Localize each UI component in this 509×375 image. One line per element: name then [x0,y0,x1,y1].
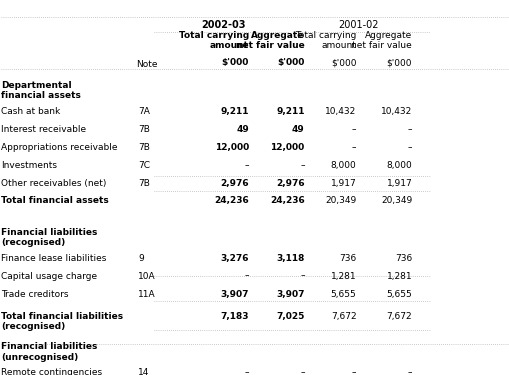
Text: 8,000: 8,000 [386,160,411,170]
Text: Financial liabilities
(recognised): Financial liabilities (recognised) [2,228,98,247]
Text: 9,211: 9,211 [276,107,304,116]
Text: 1,917: 1,917 [386,178,411,188]
Text: 20,349: 20,349 [325,196,356,206]
Text: 3,907: 3,907 [276,290,304,298]
Text: 3,118: 3,118 [276,254,304,263]
Text: Cash at bank: Cash at bank [2,107,61,116]
Text: 3,276: 3,276 [220,254,248,263]
Text: 24,236: 24,236 [269,196,304,206]
Text: –: – [300,368,304,375]
Text: 14: 14 [138,368,150,375]
Text: 3,907: 3,907 [220,290,248,298]
Text: Finance lease liabilities: Finance lease liabilities [2,254,106,263]
Text: 2,976: 2,976 [220,178,248,188]
Text: Aggregate
net fair value: Aggregate net fair value [236,31,304,50]
Text: 7,183: 7,183 [220,312,248,321]
Text: 1,281: 1,281 [330,272,356,280]
Text: $'000: $'000 [386,58,411,67]
Text: 7B: 7B [138,125,150,134]
Text: 8,000: 8,000 [330,160,356,170]
Text: 7,672: 7,672 [386,312,411,321]
Text: 12,000: 12,000 [270,143,304,152]
Text: Total financial liabilities
(recognised): Total financial liabilities (recognised) [2,312,123,331]
Text: 9,211: 9,211 [220,107,248,116]
Text: $'000: $'000 [330,58,356,67]
Text: 11A: 11A [138,290,156,298]
Text: –: – [300,160,304,170]
Text: 1,281: 1,281 [386,272,411,280]
Text: –: – [351,143,356,152]
Text: Departmental
financial assets: Departmental financial assets [2,81,81,100]
Text: Total carrying
amount: Total carrying amount [295,31,356,50]
Text: 49: 49 [291,125,304,134]
Text: 10,432: 10,432 [325,107,356,116]
Text: Remote contingencies: Remote contingencies [2,368,102,375]
Text: 12,000: 12,000 [214,143,248,152]
Text: 736: 736 [394,254,411,263]
Text: –: – [351,125,356,134]
Text: 1,917: 1,917 [330,178,356,188]
Text: 2001-02: 2001-02 [338,20,379,30]
Text: $'000: $'000 [221,58,248,67]
Text: Capital usage charge: Capital usage charge [2,272,97,280]
Text: 736: 736 [338,254,356,263]
Text: Aggregate
net fair value: Aggregate net fair value [351,31,411,50]
Text: 24,236: 24,236 [214,196,248,206]
Text: –: – [407,368,411,375]
Text: –: – [300,272,304,280]
Text: 7,672: 7,672 [330,312,356,321]
Text: 2002-03: 2002-03 [201,20,245,30]
Text: 5,655: 5,655 [386,290,411,298]
Text: 2,976: 2,976 [275,178,304,188]
Text: 5,655: 5,655 [330,290,356,298]
Text: –: – [244,368,248,375]
Text: Other receivables (net): Other receivables (net) [2,178,106,188]
Text: –: – [244,272,248,280]
Text: 20,349: 20,349 [380,196,411,206]
Text: Interest receivable: Interest receivable [2,125,87,134]
Text: –: – [407,125,411,134]
Text: 7A: 7A [138,107,150,116]
Text: Note: Note [135,60,157,69]
Text: Appropriations receivable: Appropriations receivable [2,143,118,152]
Text: 7B: 7B [138,178,150,188]
Text: Investments: Investments [2,160,58,170]
Text: 10A: 10A [138,272,156,280]
Text: $'000: $'000 [277,58,304,67]
Text: 10,432: 10,432 [380,107,411,116]
Text: 7C: 7C [138,160,150,170]
Text: Total financial assets: Total financial assets [2,196,109,206]
Text: Trade creditors: Trade creditors [2,290,69,298]
Text: 7,025: 7,025 [276,312,304,321]
Text: –: – [407,143,411,152]
Text: 49: 49 [236,125,248,134]
Text: –: – [244,160,248,170]
Text: 7B: 7B [138,143,150,152]
Text: –: – [351,368,356,375]
Text: 9: 9 [138,254,144,263]
Text: Total carrying
amount: Total carrying amount [178,31,248,50]
Text: Financial liabilities
(unrecognised): Financial liabilities (unrecognised) [2,342,98,362]
